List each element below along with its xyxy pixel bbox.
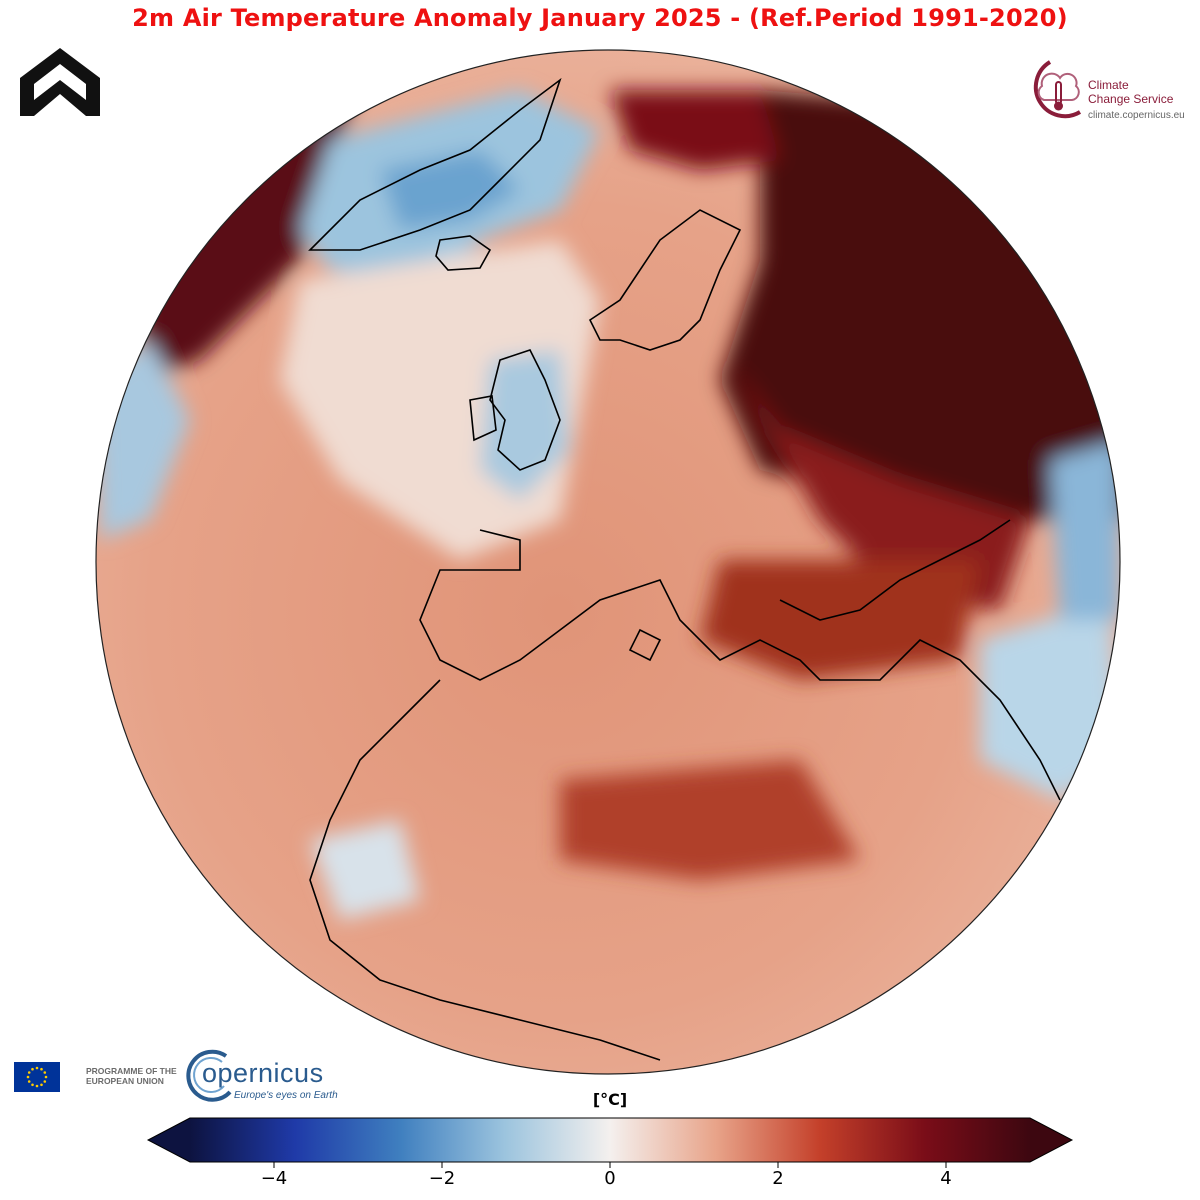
colorbar-unit-label: [°C]	[592, 1090, 628, 1109]
colorbar-gradient	[190, 1118, 1030, 1162]
copernicus-logo: opernicus Europe's eyes on Earth	[180, 1046, 350, 1106]
eu-flag-icon	[14, 1062, 60, 1092]
eu-programme-text: PROGRAMME OF THE EUROPEAN UNION	[86, 1066, 177, 1086]
globe-outline	[95, 49, 1121, 1075]
ccs-url: climate.copernicus.eu	[1088, 110, 1185, 121]
ccs-name: Climate Change Service	[1088, 78, 1174, 106]
coastlines	[308, 77, 1061, 1061]
eu-programme-logo: PROGRAMME OF THE EUROPEAN UNION	[14, 1060, 184, 1094]
colorbar-tick-label: 4	[940, 1168, 952, 1189]
colorbar-tick-label: 2	[772, 1168, 784, 1189]
colorbar-tick-label: −4	[260, 1168, 288, 1189]
colorbar	[146, 1117, 1074, 1168]
colorbar-tick-label: −2	[428, 1168, 456, 1189]
colorbar-min-extend-arrow	[148, 1118, 190, 1162]
anomaly-field	[96, 50, 1120, 1074]
house-shape-icon	[16, 44, 104, 124]
map-title: 2m Air Temperature Anomaly January 2025 …	[132, 4, 1068, 32]
colorbar-tick-label: 0	[604, 1168, 616, 1189]
climate-change-service-logo: Climate Change Service climate.copernicu…	[1020, 56, 1192, 126]
copernicus-wordmark: opernicus	[202, 1058, 324, 1088]
copernicus-swoosh-icon	[186, 1049, 232, 1102]
colorbar-max-extend-arrow	[1030, 1118, 1072, 1162]
copernicus-tagline: Europe's eyes on Earth	[234, 1090, 338, 1101]
